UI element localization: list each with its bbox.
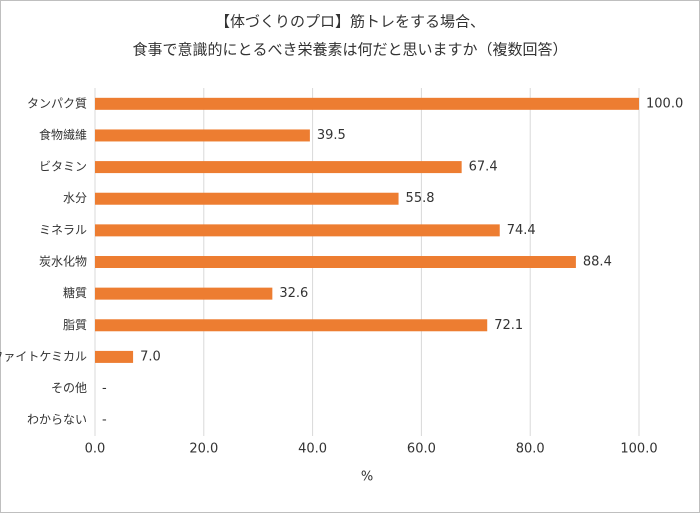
bar (95, 350, 134, 363)
value-label: 55.8 (406, 191, 435, 206)
value-label: 88.4 (583, 255, 612, 270)
bar (95, 287, 273, 300)
x-tick-label: 0.0 (85, 442, 106, 457)
bar (95, 224, 500, 237)
bar (95, 129, 310, 142)
y-tick-label: 食物繊維 (39, 127, 87, 142)
y-tick-label: わからない (27, 413, 87, 427)
chart-title: 【体づくりのプロ】筋トレをする場合、 (215, 13, 485, 31)
value-label: - (102, 381, 107, 396)
x-axis-label: % (361, 470, 373, 485)
value-label: 74.4 (507, 223, 536, 238)
y-tick-label: ミネラル (39, 223, 87, 237)
value-label: 39.5 (317, 128, 346, 143)
y-tick-label: ビタミン (39, 160, 87, 174)
bar (95, 319, 488, 332)
bar (95, 161, 462, 174)
x-tick-label: 100.0 (620, 442, 657, 457)
x-tick-label: 60.0 (407, 442, 436, 457)
y-tick-label: 水分 (63, 191, 87, 205)
y-tick-label: 炭水化物 (39, 255, 87, 269)
value-label: 67.4 (469, 160, 498, 175)
y-tick-label: ファイトケミカル (0, 349, 87, 363)
y-tick-label: タンパク質 (27, 95, 87, 110)
x-tick-label: 80.0 (516, 442, 545, 457)
value-label: 100.0 (646, 96, 683, 111)
bar (95, 256, 576, 268)
bar (95, 192, 399, 205)
value-label: 7.0 (140, 349, 161, 364)
y-tick-label: その他 (51, 381, 87, 395)
x-tick-label: 20.0 (189, 442, 218, 457)
value-label: 72.1 (494, 318, 523, 333)
y-tick-label: 脂質 (63, 317, 87, 332)
bar (95, 97, 639, 110)
x-tick-label: 40.0 (298, 442, 327, 457)
value-label: 32.6 (279, 286, 308, 301)
chart-title: 食事で意識的にとるべき栄養素は何だと思いますか（複数回答） (132, 41, 567, 59)
value-label: - (102, 413, 107, 428)
y-tick-label: 糖質 (63, 285, 87, 300)
